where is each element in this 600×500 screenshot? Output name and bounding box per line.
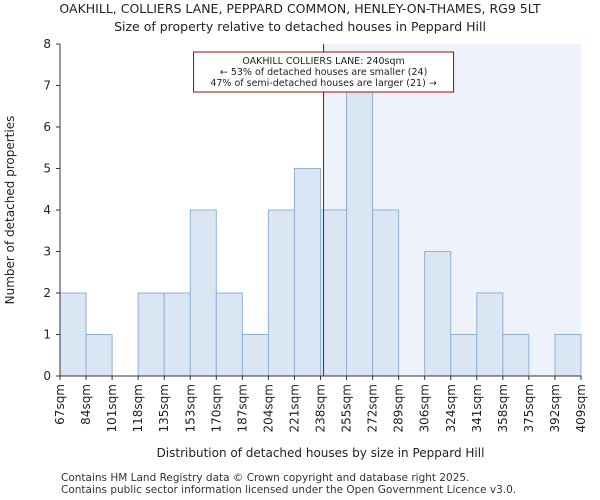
bar-153sqm <box>189 209 217 377</box>
chart-subtitle: Size of property relative to detached ho… <box>114 19 486 34</box>
x-tick-label-153sqm: 153sqm <box>183 384 197 432</box>
x-tick-label-84sqm: 84sqm <box>79 384 93 425</box>
bar-306sqm <box>424 251 452 377</box>
x-tick-label-255sqm: 255sqm <box>340 384 354 432</box>
annotation-line-1: OAKHILL COLLIERS LANE: 240sqm <box>242 56 404 67</box>
y-tick-label-6: 6 <box>43 120 51 134</box>
x-tick-label-306sqm: 306sqm <box>418 384 432 432</box>
x-tick-label-289sqm: 289sqm <box>392 384 406 432</box>
y-tick-label-7: 7 <box>43 79 51 93</box>
x-tick-label-375sqm: 375sqm <box>522 384 536 432</box>
bar-272sqm <box>372 209 400 377</box>
axes-layer: 0 1 2 3 4 5 6 7 8 67sqm 84sqm 101sqm 118sqm 135sqm 153… <box>43 37 588 432</box>
bar-67sqm <box>59 292 87 377</box>
x-tick-label-238sqm: 238sqm <box>314 384 328 432</box>
bar-238sqm <box>320 209 348 377</box>
bar-204sqm <box>267 209 295 377</box>
bar-341sqm <box>476 292 504 377</box>
bar-221sqm <box>293 168 322 377</box>
bar-255sqm <box>346 85 374 377</box>
x-tick-label-170sqm: 170sqm <box>209 384 223 432</box>
x-tick-label-221sqm: 221sqm <box>287 384 301 432</box>
x-tick-label-101sqm: 101sqm <box>105 384 119 432</box>
y-tick-label-8: 8 <box>43 37 51 51</box>
footer-licence: Contains public sector information licen… <box>61 484 517 496</box>
bar-84sqm <box>85 334 113 377</box>
footer-copyright: Contains HM Land Registry data © Crown c… <box>61 472 470 484</box>
y-tick-label-3: 3 <box>43 245 51 259</box>
x-tick-label-358sqm: 358sqm <box>496 384 510 432</box>
y-tick-label-0: 0 <box>43 369 51 383</box>
x-tick-label-118sqm: 118sqm <box>131 384 145 432</box>
x-tick-label-341sqm: 341sqm <box>470 384 484 432</box>
bar-135sqm <box>163 292 191 377</box>
x-axis-title: Distribution of detached houses by size … <box>157 446 485 460</box>
y-tick-label-4: 4 <box>43 203 51 217</box>
x-tick-label-204sqm: 204sqm <box>261 384 275 432</box>
x-tick-label-392sqm: 392sqm <box>548 384 562 432</box>
x-tick-label-67sqm: 67sqm <box>53 384 67 425</box>
chart-title: OAKHILL, COLLIERS LANE, PEPPARD COMMON, … <box>59 1 541 16</box>
y-axis-title: Number of detached properties <box>3 116 17 305</box>
annotation-line-2: ← 53% of detached houses are smaller (24… <box>220 67 427 78</box>
bar-392sqm <box>554 334 582 377</box>
x-tick-label-187sqm: 187sqm <box>235 384 249 432</box>
annotation-line-3: 47% of semi-detached houses are larger (… <box>210 78 437 89</box>
annotation-box <box>193 51 455 93</box>
bar-324sqm <box>450 334 478 377</box>
annotation-layer: OAKHILL COLLIERS LANE: 240sqm ← 53% of d… <box>193 51 455 93</box>
x-tick-label-409sqm: 409sqm <box>574 384 588 432</box>
x-tick-label-135sqm: 135sqm <box>157 384 171 432</box>
bar-118sqm <box>137 292 165 377</box>
y-tick-label-1: 1 <box>43 328 51 342</box>
y-tick-label-5: 5 <box>43 162 51 176</box>
bar-358sqm <box>502 334 530 377</box>
bar-187sqm <box>241 334 269 377</box>
y-tick-label-2: 2 <box>43 286 51 300</box>
x-tick-label-272sqm: 272sqm <box>366 384 380 432</box>
bar-170sqm <box>215 292 243 377</box>
bars-layer <box>59 85 582 377</box>
x-tick-label-324sqm: 324sqm <box>444 384 458 432</box>
